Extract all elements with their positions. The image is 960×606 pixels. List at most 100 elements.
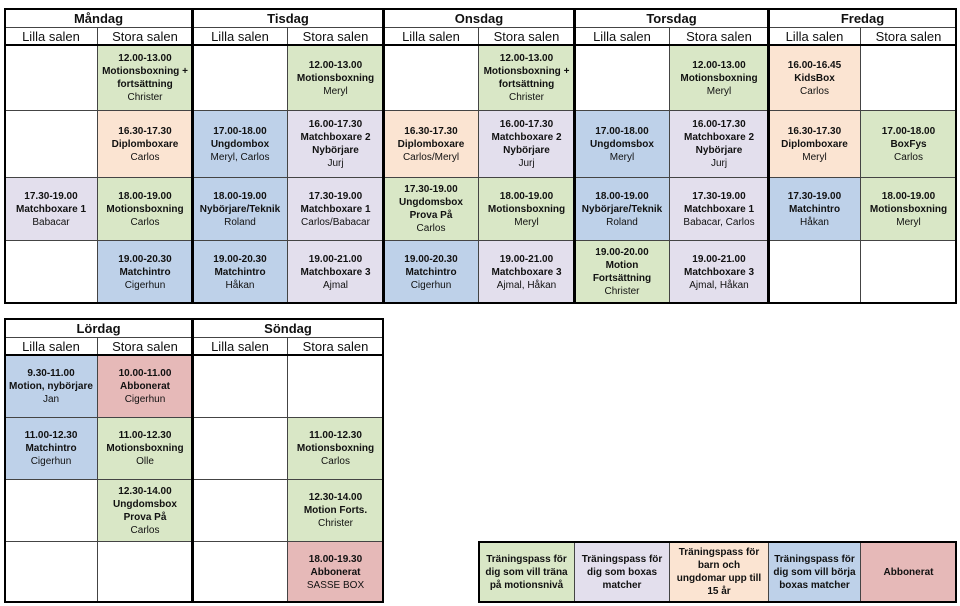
- session: 12.00-13.00 Motionsboxning + fortsättning…: [97, 45, 193, 111]
- session: 18.00-19.00 Motionsboxning Meryl: [478, 177, 575, 241]
- room-name: Lilla salen: [211, 29, 269, 44]
- session-time: 9.30-11.00: [27, 368, 75, 379]
- room-header: Lilla salen: [768, 27, 861, 46]
- room-name: Lilla salen: [22, 339, 80, 354]
- room-name: Stora salen: [493, 29, 560, 44]
- empty-cell: [768, 240, 861, 304]
- session-title: Matchintro: [25, 443, 77, 454]
- session: 17.00-18.00 Ungdombox Meryl, Carlos: [192, 110, 288, 178]
- day-header: Tisdag: [192, 8, 384, 28]
- day-header: Onsdag: [383, 8, 575, 28]
- session: 17.30-19.00 Ungdomsbox Prova På Carlos: [383, 177, 479, 241]
- session-teacher: Babacar, Carlos: [683, 216, 755, 228]
- session-teacher: SASSE BOX: [306, 579, 365, 591]
- room-name: Lilla salen: [22, 29, 80, 44]
- legend-text: Träningspass för dig som vill börja boxa…: [773, 553, 856, 591]
- session-title: Diplomboxare: [111, 138, 179, 150]
- session-time: 17.30-19.00: [308, 190, 363, 202]
- session-title: Motionsboxning: [680, 72, 758, 84]
- session: 16.00-17.30 Matchboxare 2 Nybörjare Jurj: [287, 110, 384, 178]
- session-teacher: Christer: [604, 286, 640, 297]
- session: 12.00-13.00 Motionsboxning + fortsättning…: [478, 45, 575, 111]
- session-time: 18.00-19.30: [308, 553, 363, 565]
- session-time: 17.30-19.00: [692, 190, 746, 202]
- session: 12.30-14.00 Ungdomsbox Prova På Carlos: [97, 479, 193, 542]
- session-title: Motionsboxning + fortsättning: [483, 66, 570, 90]
- session: 9.30-11.00 Motion, nybörjare Jan: [4, 355, 98, 418]
- session-title: Motionsboxning + fortsättning: [102, 66, 188, 90]
- room-name: Lilla salen: [593, 29, 651, 44]
- session-title: Motionsboxning: [296, 443, 375, 454]
- session-time: 18.00-19.00: [881, 190, 936, 202]
- session-time: 19.00-21.00: [499, 253, 554, 265]
- session-title: Motionsboxning: [487, 203, 566, 215]
- legend-item: Abbonerat: [860, 541, 957, 603]
- session: 19.00-20.30 Matchintro Håkan: [192, 240, 288, 304]
- session-teacher: Meryl: [323, 85, 348, 97]
- session-teacher: Ajmal, Håkan: [496, 279, 557, 291]
- session-title: Matchintro: [214, 266, 266, 278]
- session-title: Matchboxare 3: [491, 266, 562, 278]
- session: 11.00-12.30 Matchintro Cigerhun: [4, 417, 98, 480]
- session: 12.30-14.00 Motion Forts. Christer: [287, 479, 384, 542]
- room-header: Lilla salen: [192, 337, 288, 356]
- session: 16.30-17.30 Diplomboxare Carlos/Meryl: [383, 110, 479, 178]
- session-teacher: Carlos/Babacar: [301, 216, 370, 228]
- legend-item: Träningspass för dig som vill börja boxa…: [768, 541, 861, 603]
- empty-cell: [574, 45, 670, 111]
- session-title: BoxFys: [890, 138, 927, 150]
- session: 12.00-13.00 Motionsboxning Meryl: [669, 45, 769, 111]
- session-title: Ungdomsbox Prova På: [399, 197, 463, 221]
- session-time: 17.30-19.00: [787, 190, 842, 202]
- room-header: Stora salen: [669, 27, 769, 46]
- room-header: Lilla salen: [383, 27, 479, 46]
- session-time: 12.00-13.00: [499, 53, 554, 64]
- session-title: Matchboxare 2 Nybörjare: [491, 132, 562, 156]
- empty-cell: [192, 479, 288, 542]
- legend-item: Träningspass för dig som boxas matcher: [574, 541, 670, 603]
- session-teacher: Meryl: [802, 151, 827, 163]
- session-time: 16.00-16.45: [787, 59, 842, 71]
- day-name: Onsdag: [454, 10, 504, 26]
- session: 19.00-20.30 Matchintro Cigerhun: [97, 240, 193, 304]
- session: 17.30-19.00 Matchboxare 1 Carlos/Babacar: [287, 177, 384, 241]
- session-time: 12.00-13.00: [118, 53, 172, 64]
- session-teacher: Olle: [136, 456, 154, 467]
- session-time: 17.00-18.00: [595, 125, 649, 137]
- session-teacher: Cigerhun: [124, 279, 166, 291]
- session-time: 19.00-20.30: [213, 253, 267, 265]
- room-name: Stora salen: [302, 339, 369, 354]
- empty-cell: [192, 355, 288, 418]
- session-time: 16.30-17.30: [118, 125, 172, 137]
- session: 17.00-18.00 Ungdomsbox Meryl: [574, 110, 670, 178]
- session: 19.00-21.00 Matchboxare 3 Ajmal: [287, 240, 384, 304]
- room-header: Lilla salen: [4, 27, 98, 46]
- room-name: Lilla salen: [402, 29, 460, 44]
- session-title: Nybörjare/Teknik: [199, 203, 281, 215]
- session-teacher: Meryl: [896, 216, 921, 228]
- session-time: 18.00-19.00: [595, 190, 649, 202]
- empty-cell: [4, 240, 98, 304]
- room-header: Stora salen: [478, 27, 575, 46]
- session-time: 17.30-19.00: [24, 190, 78, 202]
- session-teacher: Jan: [42, 394, 60, 405]
- session-teacher: Carlos: [894, 151, 923, 163]
- room-header: Lilla salen: [192, 27, 288, 46]
- session: 17.00-18.00 BoxFys Carlos: [860, 110, 957, 178]
- session-teacher: Christer: [317, 518, 353, 529]
- session-title: Motion, nybörjare: [9, 381, 93, 392]
- session-teacher: Roland: [224, 216, 256, 228]
- session-time: 16.30-17.30: [787, 125, 842, 137]
- legend-item: Träningspass för barn och ungdomar upp t…: [669, 541, 769, 603]
- session-teacher: Meryl, Carlos: [210, 151, 270, 163]
- room-name: Stora salen: [112, 29, 178, 44]
- session-time: 16.00-17.30: [692, 119, 746, 130]
- session-title: Matchboxare 1: [683, 203, 755, 215]
- session-title: Matchboxare 1: [300, 203, 371, 215]
- session-time: 12.30-14.00: [118, 485, 172, 497]
- empty-cell: [97, 541, 193, 603]
- session-time: 17.00-18.00: [881, 125, 936, 137]
- session-title: Ungdomsbox Prova På: [113, 498, 177, 523]
- session-title: Matchboxare 3: [300, 266, 371, 278]
- session-teacher: Carlos: [800, 85, 829, 97]
